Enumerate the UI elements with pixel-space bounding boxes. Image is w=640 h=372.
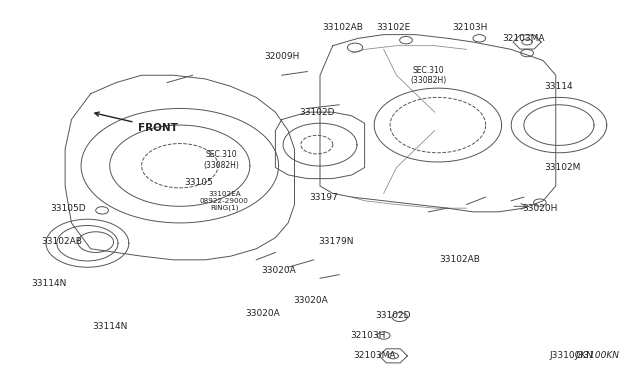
Text: 33114: 33114: [545, 82, 573, 91]
Text: 33020A: 33020A: [245, 309, 280, 318]
Text: 33020A: 33020A: [293, 296, 328, 305]
Text: 33102E: 33102E: [376, 23, 410, 32]
Text: 33102EA
08922-29000
RING(1): 33102EA 08922-29000 RING(1): [200, 190, 249, 211]
Text: 33197: 33197: [309, 193, 337, 202]
Text: J33100KN: J33100KN: [575, 350, 620, 359]
Text: 33020A: 33020A: [261, 266, 296, 275]
Text: J33100KN: J33100KN: [550, 351, 594, 360]
Text: SEC.310
(330B2H): SEC.310 (330B2H): [410, 65, 447, 85]
Text: 32103H: 32103H: [452, 23, 488, 32]
Text: 32103H: 32103H: [350, 331, 385, 340]
Text: 33102D: 33102D: [376, 311, 411, 320]
Text: 32103MA: 32103MA: [353, 351, 396, 360]
Text: 33102AB: 33102AB: [440, 255, 481, 264]
Text: 33105: 33105: [184, 178, 213, 187]
Text: 33102M: 33102M: [544, 163, 580, 172]
Text: 32009H: 32009H: [264, 52, 300, 61]
Text: 33179N: 33179N: [318, 237, 354, 246]
Text: 33102D: 33102D: [299, 108, 335, 117]
Text: 33105D: 33105D: [51, 203, 86, 213]
Text: 33102AB: 33102AB: [322, 23, 363, 32]
Text: 33114N: 33114N: [92, 322, 127, 331]
Text: 33102AB: 33102AB: [42, 237, 83, 246]
Text: 33020H: 33020H: [522, 203, 557, 213]
Text: FRONT: FRONT: [95, 112, 177, 132]
Text: 32103MA: 32103MA: [502, 34, 545, 43]
Text: SEC.310
(33082H): SEC.310 (33082H): [204, 150, 239, 170]
Text: 33114N: 33114N: [31, 279, 67, 288]
